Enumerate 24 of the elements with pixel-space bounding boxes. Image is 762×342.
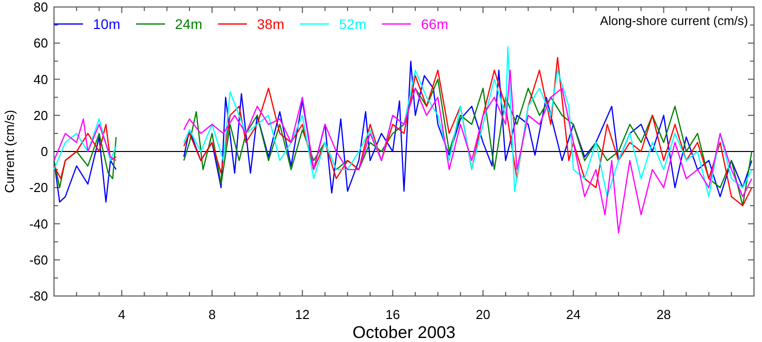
legend-label: 10m — [93, 16, 120, 32]
x-axis-title: October 2003 — [352, 323, 456, 342]
legend-label: 66m — [421, 16, 448, 32]
y-tick-label: -60 — [29, 252, 48, 268]
x-tick-label: 8 — [208, 307, 216, 322]
y-tick-label: 20 — [34, 108, 48, 123]
y-axis-title: Current (cm/s) — [2, 110, 17, 194]
annotation: Along-shore current (cm/s) — [600, 14, 748, 28]
legend-label: 38m — [257, 16, 284, 32]
x-tick-label: 16 — [385, 307, 400, 322]
legend-label: 24m — [175, 16, 202, 32]
y-tick-label: 0 — [40, 144, 48, 159]
y-tick-label: 60 — [34, 36, 48, 51]
y-tick-label: 40 — [34, 72, 48, 87]
x-tick-label: 12 — [295, 307, 310, 322]
legend-label: 52m — [339, 16, 366, 32]
x-tick-label: 24 — [566, 307, 581, 322]
x-tick-label: 28 — [656, 307, 671, 322]
y-tick-label: -20 — [29, 180, 48, 196]
y-tick-label: 80 — [34, 0, 48, 14]
x-tick-label: 4 — [118, 307, 126, 322]
y-tick-label: -40 — [29, 216, 48, 232]
y-tick-label: -80 — [29, 288, 48, 304]
x-tick-label: 20 — [476, 307, 490, 322]
